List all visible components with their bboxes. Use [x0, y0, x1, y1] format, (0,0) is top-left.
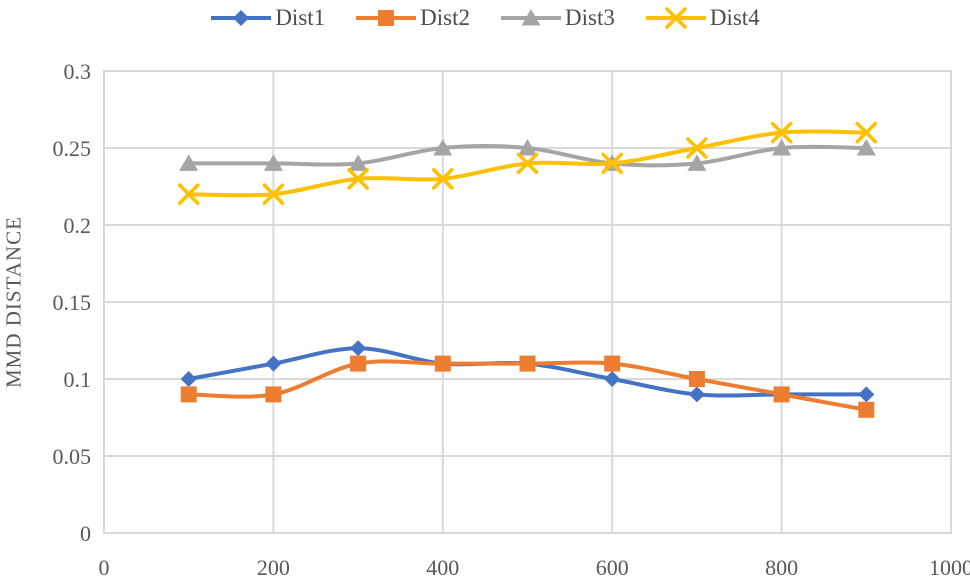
- triangle-marker: [348, 154, 368, 171]
- square-marker: [604, 355, 621, 372]
- y-tick-label: 0.2: [64, 213, 92, 238]
- square-marker: [519, 355, 536, 372]
- square-marker: [180, 386, 197, 403]
- y-tick-label: 0: [80, 521, 91, 546]
- x-marker: [665, 7, 687, 29]
- square-marker: [688, 371, 705, 387]
- diamond-marker: [233, 10, 250, 26]
- diamond-marker: [858, 386, 875, 403]
- triangle-marker: [518, 139, 537, 156]
- x-marker: [770, 121, 793, 144]
- x-marker: [855, 121, 878, 144]
- square-marker: [773, 386, 790, 403]
- square-marker: [434, 355, 451, 372]
- x-tick-label: 600: [596, 555, 629, 580]
- triangle-marker: [433, 139, 453, 156]
- x-marker: [516, 152, 539, 175]
- square-marker: [378, 10, 395, 26]
- legend-label: Dist1: [275, 4, 326, 30]
- x-marker: [177, 183, 200, 205]
- x-tick-label: 200: [257, 555, 290, 580]
- diamond-legend-swatch-icon: [211, 10, 272, 26]
- triangle-marker: [856, 139, 876, 156]
- x-marker: [262, 183, 285, 205]
- x-tick-label: 800: [765, 555, 798, 580]
- x-marker: [686, 137, 708, 159]
- diamond-marker: [688, 386, 705, 403]
- y-tick-label: 0.1: [64, 367, 92, 392]
- triangle-marker: [687, 154, 707, 171]
- axis-tick-labels: 0 0.05 0.1 0.15 0.2 0.25 0.3 0 200 400 600 800 1000: [53, 59, 970, 580]
- triangle-legend-swatch-icon: [501, 9, 561, 26]
- legend-item-dist1[interactable]: Dist1: [210, 6, 325, 31]
- legend-label: Dist3: [565, 4, 615, 30]
- legend-item-dist3[interactable]: Dist3: [500, 6, 615, 31]
- x-marker: [601, 152, 623, 175]
- diamond-marker: [350, 340, 367, 357]
- series-dist2: [180, 355, 875, 418]
- triangle-marker: [179, 154, 199, 171]
- x-tick-label: 400: [426, 555, 459, 580]
- y-tick-label: 0.05: [53, 444, 92, 469]
- legend-label: Dist2: [420, 4, 470, 30]
- series-dist4: [177, 121, 878, 205]
- legend-item-dist4[interactable]: Dist4: [645, 6, 760, 31]
- x-marker: [347, 168, 369, 190]
- diamond-marker: [265, 355, 282, 372]
- x-legend-swatch-icon: [645, 7, 706, 29]
- triangle-marker: [263, 154, 283, 171]
- x-marker: [432, 168, 454, 190]
- square-marker: [858, 401, 875, 418]
- plot-border: [103, 70, 952, 534]
- triangle-marker: [521, 9, 541, 26]
- y-tick-label: 0.15: [53, 290, 92, 315]
- legend: Dist1 Dist2 Dist3 Dist4: [0, 3, 970, 33]
- diamond-marker: [604, 371, 621, 387]
- square-marker: [350, 355, 367, 372]
- square-legend-swatch-icon: [356, 10, 417, 26]
- diamond-marker: [180, 371, 197, 387]
- x-tick-label: 0: [99, 555, 110, 580]
- square-marker: [265, 386, 282, 403]
- legend-label: Dist4: [709, 4, 760, 30]
- y-tick-label: 0.3: [64, 59, 92, 84]
- y-tick-label: 0.25: [53, 136, 92, 161]
- x-tick-label: 1000: [929, 555, 970, 580]
- triangle-marker: [772, 139, 792, 156]
- legend-item-dist2[interactable]: Dist2: [355, 6, 470, 31]
- series-dist3: [179, 139, 876, 171]
